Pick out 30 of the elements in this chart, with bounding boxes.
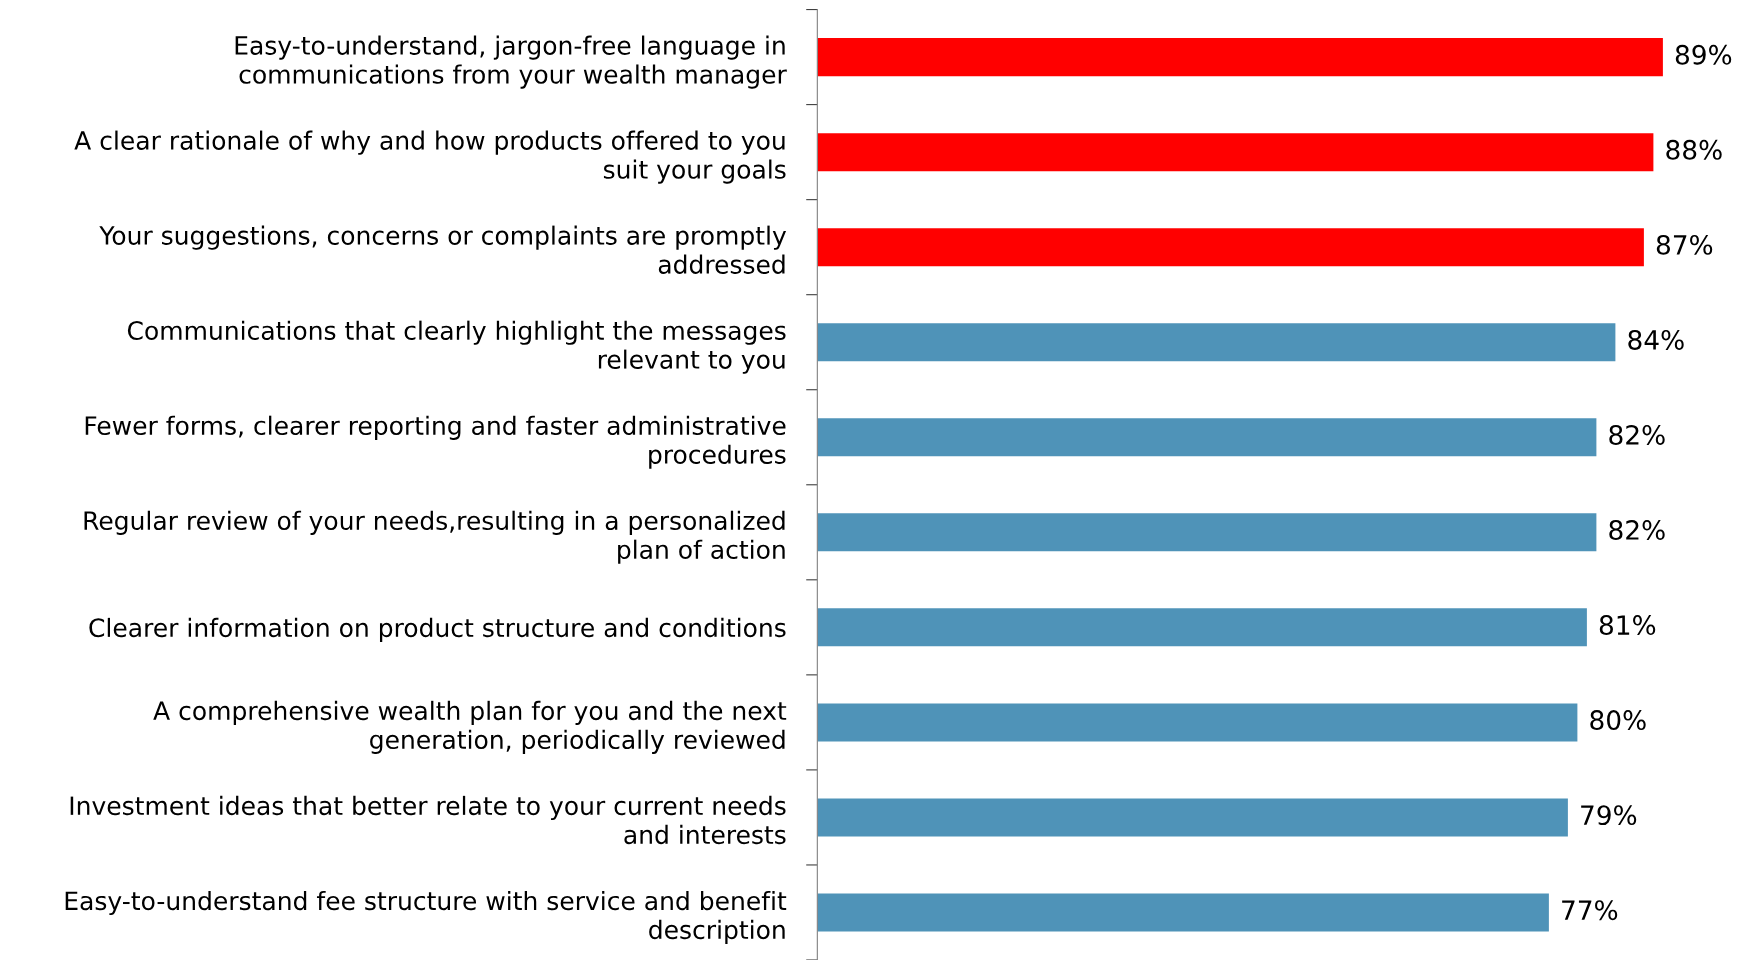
bar [817, 38, 1663, 77]
y-tick-label: Fewer forms, clearer reporting and faster administrative procedures [85, 415, 786, 469]
data-label: 84% [1628, 329, 1684, 350]
y-tick-label: Investment ideas that better relate to your current needs and interests [70, 795, 786, 845]
y-tick-label: A comprehensive wealth plan for you and the next generation, periodically reviewed [153, 700, 787, 754]
data-label: 77% [1562, 900, 1618, 921]
bar [817, 133, 1654, 172]
data-label: 81% [1599, 615, 1656, 636]
data-label: 87% [1656, 234, 1713, 255]
bar [817, 418, 1597, 457]
bar [817, 798, 1568, 837]
bar [817, 513, 1597, 552]
data-label: 89% [1675, 44, 1732, 65]
bar [817, 228, 1644, 267]
bar [817, 893, 1549, 932]
data-label: 82% [1609, 424, 1665, 445]
data-label: 79% [1581, 805, 1637, 826]
y-tick-label: Your suggestions, concerns or complaints are promptly addressed [99, 225, 787, 274]
y-tick-label: Communications that clearly highlight the messages relevant to you [127, 320, 786, 374]
data-label: 82% [1609, 520, 1665, 540]
bar [817, 323, 1616, 362]
data-label: 80% [1590, 710, 1646, 731]
data-label: 88% [1666, 139, 1722, 160]
y-tick-label: Clearer information on product structure and conditions [89, 617, 786, 643]
bar [817, 608, 1587, 647]
bar [817, 703, 1578, 742]
y-tick-label: A clear rationale of why and how products offered to you suit your goals [74, 130, 786, 184]
y-tick-label: Easy-to-understand fee structure with service and benefit description [65, 890, 787, 945]
y-tick-label: Regular review of your needs,resulting in a personalized plan of action [84, 510, 785, 564]
y-tick-label: Easy-to-understand, jargon-free language in communications from your wealth manager [235, 35, 787, 89]
